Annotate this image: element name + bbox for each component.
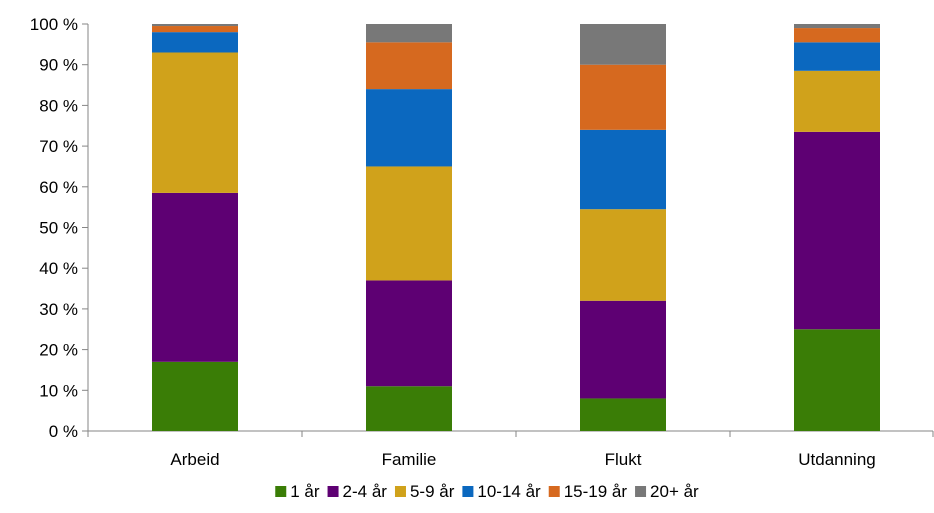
- y-tick-label: 30 %: [39, 300, 78, 319]
- bar-segment: [152, 32, 238, 53]
- bar-segment: [794, 131, 880, 330]
- bar-segment: [366, 280, 452, 387]
- legend-label: 2-4 år: [343, 482, 388, 501]
- bar-segment: [580, 129, 666, 210]
- bar-segment: [794, 42, 880, 71]
- legend-label: 10-14 år: [477, 482, 541, 501]
- y-tick-label: 70 %: [39, 137, 78, 156]
- bar-segment: [152, 26, 238, 33]
- y-tick-label: 40 %: [39, 259, 78, 278]
- bar-segment: [580, 64, 666, 130]
- bar-segment: [366, 89, 452, 167]
- y-tick-label: 100 %: [30, 15, 78, 34]
- legend-swatch: [635, 486, 647, 497]
- bar-segment: [152, 192, 238, 362]
- y-tick-label: 10 %: [39, 381, 78, 400]
- bar-segment: [366, 386, 452, 431]
- x-axis: Arbeid Familie Flukt Utdanning: [87, 430, 934, 469]
- y-tick-label: 80 %: [39, 96, 78, 115]
- x-tick-label: Arbeid: [170, 450, 219, 469]
- bar-segment: [366, 166, 452, 281]
- bar-segment: [794, 329, 880, 431]
- legend-swatch: [275, 486, 287, 497]
- bar-segment: [580, 300, 666, 399]
- bar-segment: [794, 28, 880, 43]
- bar-segment: [580, 209, 666, 301]
- legend: 1 år 2-4 år 5-9 år 10-14 år 15-19 år 20+ år: [275, 482, 699, 501]
- x-tick-label: Utdanning: [798, 450, 876, 469]
- bar-stacks: [152, 24, 880, 431]
- legend-swatch: [327, 486, 339, 497]
- bar-segment: [366, 42, 452, 90]
- legend-label: 20+ år: [650, 482, 699, 501]
- bar-segment: [794, 70, 880, 132]
- y-tick-label: 20 %: [39, 341, 78, 360]
- y-axis: 0 % 10 % 20 % 30 % 40 % 50 % 60 % 70 % 80 % 90 % 1…: [30, 15, 89, 441]
- y-tick-label: 90 %: [39, 56, 78, 75]
- bar-segment: [366, 24, 452, 43]
- bar-segment: [152, 24, 238, 27]
- bar-segment: [794, 24, 880, 29]
- x-tick-label: Familie: [382, 450, 437, 469]
- legend-swatch: [462, 486, 474, 497]
- bar-segment: [152, 52, 238, 193]
- y-tick-label: 0 %: [49, 422, 78, 441]
- legend-label: 1 år: [290, 482, 320, 501]
- legend-label: 5-9 år: [410, 482, 455, 501]
- bar-segment: [580, 24, 666, 65]
- legend-swatch: [548, 486, 560, 497]
- bar-segment: [580, 398, 666, 431]
- legend-label: 15-19 år: [564, 482, 628, 501]
- y-tick-label: 50 %: [39, 219, 78, 238]
- y-tick-label: 60 %: [39, 178, 78, 197]
- legend-swatch: [394, 486, 406, 497]
- x-tick-label: Flukt: [605, 450, 642, 469]
- bar-segment: [152, 361, 238, 431]
